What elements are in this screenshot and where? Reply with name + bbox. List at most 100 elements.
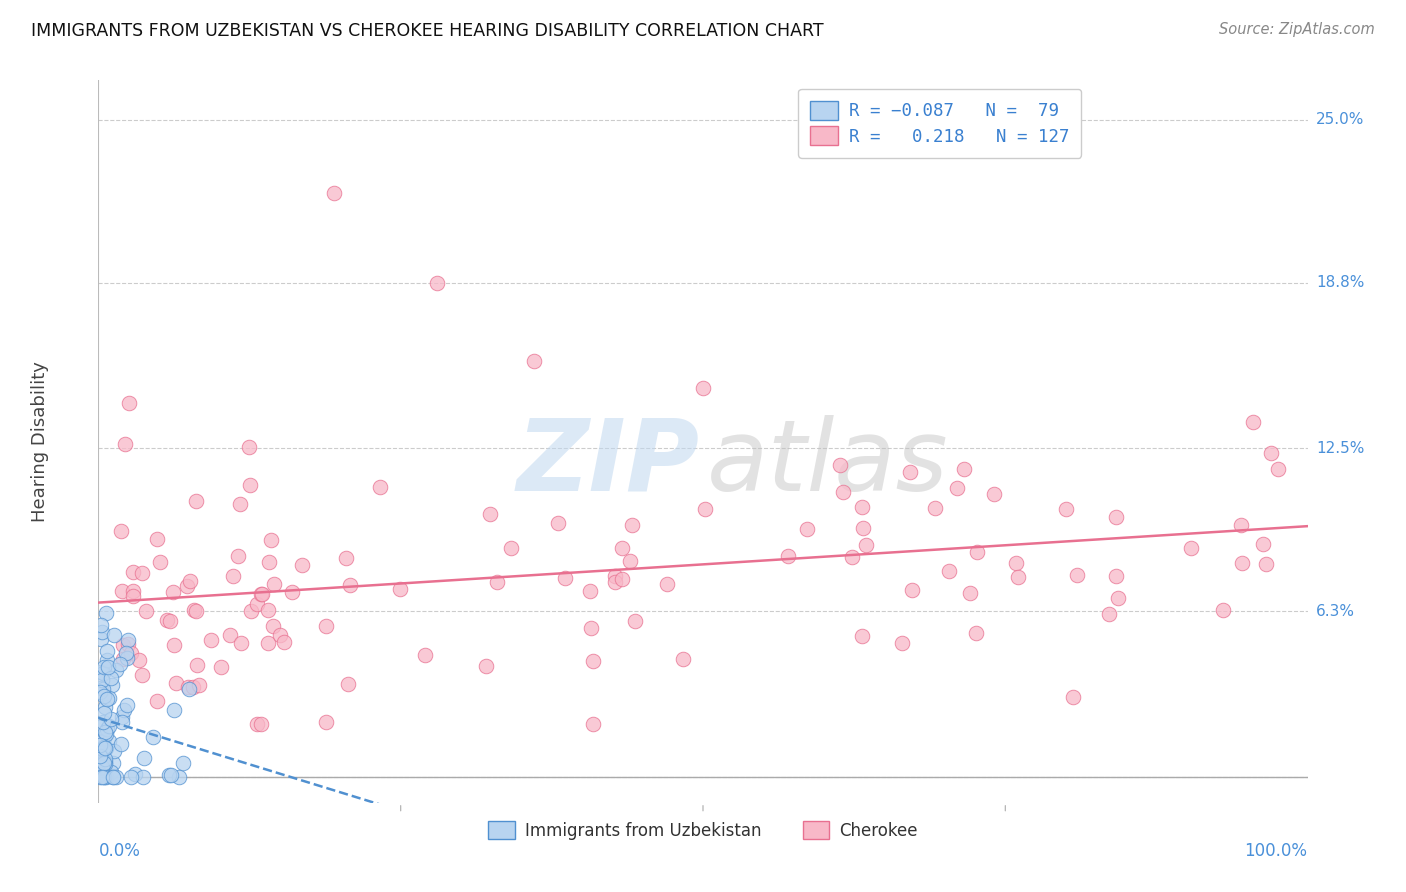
- Point: [1105, 569, 1128, 583]
- Point: [655, 577, 678, 591]
- Point: [1054, 502, 1077, 516]
- Point: [1005, 556, 1028, 570]
- Point: [121, 583, 143, 598]
- Point: [131, 667, 153, 681]
- Point: [96, 691, 118, 706]
- Point: [901, 582, 924, 597]
- Point: [103, 744, 125, 758]
- Point: [93, 706, 115, 721]
- Point: [256, 603, 278, 617]
- Point: [499, 541, 522, 556]
- Text: Source: ZipAtlas.com: Source: ZipAtlas.com: [1219, 22, 1375, 37]
- Point: [96, 644, 118, 658]
- Text: IMMIGRANTS FROM UZBEKISTAN VS CHEROKEE HEARING DISABILITY CORRELATION CHART: IMMIGRANTS FROM UZBEKISTAN VS CHEROKEE H…: [31, 22, 824, 40]
- Point: [339, 578, 361, 592]
- Point: [91, 741, 114, 756]
- Point: [1230, 517, 1253, 532]
- Point: [157, 768, 180, 782]
- Point: [117, 650, 139, 665]
- Point: [966, 545, 988, 559]
- Point: [142, 730, 165, 744]
- Point: [336, 677, 359, 691]
- Point: [110, 524, 132, 539]
- Point: [582, 717, 605, 731]
- Point: [263, 577, 285, 591]
- Point: [90, 770, 112, 784]
- Point: [105, 770, 128, 784]
- Point: [249, 587, 271, 601]
- Point: [94, 770, 117, 784]
- Point: [413, 648, 436, 662]
- Point: [262, 619, 284, 633]
- Point: [672, 652, 695, 666]
- Point: [93, 731, 115, 745]
- Point: [426, 276, 449, 290]
- Point: [945, 481, 967, 495]
- Point: [110, 737, 132, 751]
- Point: [101, 770, 124, 784]
- Point: [159, 614, 181, 628]
- Point: [163, 638, 186, 652]
- Point: [246, 597, 269, 611]
- Point: [93, 725, 115, 739]
- Point: [229, 636, 252, 650]
- Point: [112, 703, 135, 717]
- Point: [163, 703, 186, 717]
- Point: [90, 681, 112, 695]
- Point: [149, 555, 172, 569]
- Point: [90, 632, 112, 647]
- Point: [132, 770, 155, 784]
- Point: [547, 516, 569, 530]
- Point: [388, 582, 411, 596]
- Point: [169, 770, 191, 784]
- Point: [181, 680, 204, 694]
- Point: [172, 756, 194, 771]
- Point: [851, 629, 873, 643]
- Text: ZIP: ZIP: [516, 415, 699, 512]
- Point: [89, 756, 111, 770]
- Point: [111, 709, 134, 723]
- Point: [90, 665, 112, 679]
- Point: [222, 569, 245, 583]
- Point: [315, 714, 337, 729]
- Point: [1105, 509, 1128, 524]
- Point: [93, 752, 115, 766]
- Point: [94, 700, 117, 714]
- Point: [605, 574, 627, 589]
- Point: [523, 354, 546, 368]
- Point: [94, 756, 117, 771]
- Point: [1267, 461, 1289, 475]
- Point: [983, 487, 1005, 501]
- Point: [121, 565, 143, 579]
- Text: 25.0%: 25.0%: [1316, 112, 1364, 128]
- Point: [103, 770, 125, 784]
- Point: [177, 681, 200, 695]
- Point: [1260, 446, 1282, 460]
- Point: [101, 678, 124, 692]
- Legend: Immigrants from Uzbekistan, Cherokee: Immigrants from Uzbekistan, Cherokee: [481, 814, 925, 847]
- Point: [93, 756, 115, 771]
- Point: [124, 767, 146, 781]
- Point: [90, 625, 112, 640]
- Text: 100.0%: 100.0%: [1244, 842, 1308, 860]
- Text: 0.0%: 0.0%: [98, 842, 141, 860]
- Point: [619, 554, 641, 568]
- Point: [1066, 568, 1088, 582]
- Point: [273, 635, 295, 649]
- Point: [938, 564, 960, 578]
- Point: [117, 637, 139, 651]
- Point: [1007, 569, 1029, 583]
- Point: [94, 740, 117, 755]
- Point: [554, 571, 576, 585]
- Point: [94, 755, 117, 769]
- Text: atlas: atlas: [707, 415, 948, 512]
- Point: [145, 694, 167, 708]
- Point: [90, 618, 112, 632]
- Point: [94, 740, 117, 755]
- Point: [1241, 415, 1264, 429]
- Point: [281, 584, 304, 599]
- Point: [474, 659, 496, 673]
- Point: [323, 186, 346, 201]
- Point: [97, 660, 120, 674]
- Point: [91, 666, 114, 681]
